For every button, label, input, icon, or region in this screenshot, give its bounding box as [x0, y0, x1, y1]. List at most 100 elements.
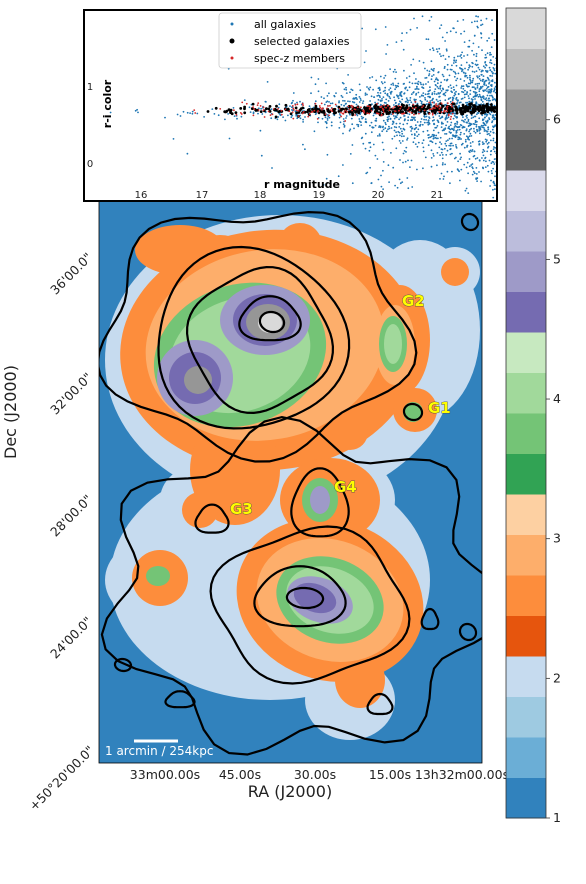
galaxy-point [437, 87, 440, 90]
galaxy-point [485, 115, 488, 117]
galaxy-point [473, 130, 475, 133]
galaxy-point [328, 101, 330, 103]
galaxy-point [429, 140, 432, 143]
galaxy-point [431, 141, 434, 144]
galaxy-point [387, 164, 390, 167]
selected-galaxy-point [314, 106, 317, 110]
galaxy-point [374, 154, 377, 157]
galaxy-point [481, 85, 484, 88]
galaxy-point [486, 143, 489, 145]
galaxy-point [416, 102, 419, 105]
galaxy-point [109, 111, 112, 114]
spec-z-member-point [353, 108, 356, 111]
galaxy-point [480, 180, 482, 183]
selected-galaxy-point [492, 109, 496, 113]
galaxy-point [326, 95, 329, 97]
galaxy-point [417, 128, 420, 131]
galaxy-point [416, 145, 419, 148]
galaxy-point [494, 188, 496, 191]
galaxy-point [437, 71, 440, 74]
galaxy-point [441, 163, 444, 166]
galaxy-point [406, 122, 409, 125]
selected-galaxy-point [243, 107, 246, 111]
galaxy-point [470, 127, 473, 130]
galaxy-point [458, 128, 461, 131]
galaxy-point [468, 66, 470, 69]
selected-galaxy-point [334, 111, 337, 114]
galaxy-point [345, 86, 347, 89]
galaxy-point [456, 126, 459, 128]
selected-galaxy-point [374, 110, 377, 113]
selected-galaxy-point [490, 109, 493, 112]
galaxy-point [474, 131, 477, 134]
galaxy-point [466, 144, 469, 147]
colorbar-segment [506, 170, 546, 211]
galaxy-point [500, 97, 502, 99]
galaxy-point [179, 115, 182, 117]
galaxy-point [390, 113, 393, 116]
galaxy-point [474, 88, 477, 90]
galaxy-point [396, 85, 399, 87]
galaxy-point [383, 81, 386, 84]
galaxy-point [491, 95, 494, 98]
galaxy-point [428, 74, 430, 77]
galaxy-point [439, 178, 441, 180]
galaxy-point [457, 136, 460, 139]
galaxy-point [473, 86, 475, 89]
selected-galaxy-point [354, 110, 357, 114]
colorbar-tick-label: 4 [553, 391, 561, 406]
galaxy-point [500, 162, 502, 164]
galaxy-point [475, 113, 478, 116]
selected-galaxy-point [411, 109, 415, 113]
galaxy-point [482, 118, 484, 121]
selected-galaxy-point [375, 107, 378, 111]
galaxy-point [360, 124, 363, 126]
galaxy-point [410, 101, 413, 104]
galaxy-point [456, 77, 459, 80]
galaxy-point [464, 67, 466, 70]
galaxy-point [257, 112, 259, 115]
selected-galaxy-point [441, 104, 444, 108]
galaxy-point [291, 114, 294, 117]
contour-line [100, 415, 482, 756]
galaxy-point [431, 75, 433, 77]
galaxy-point [453, 75, 456, 78]
galaxy-point [483, 128, 486, 131]
galaxy-point [434, 113, 437, 116]
galaxy-point [489, 61, 491, 64]
spec-z-member-point [267, 110, 270, 113]
galaxy-point [445, 124, 447, 127]
spec-z-member-point [351, 106, 354, 109]
galaxy-point [217, 114, 220, 117]
galaxy-point [428, 19, 431, 22]
galaxy-point [452, 105, 455, 108]
contour-line [164, 690, 196, 709]
galaxy-point [471, 81, 474, 84]
legend-marker [230, 22, 234, 26]
spec-z-member-point [269, 114, 272, 116]
galaxy-point [453, 56, 456, 59]
galaxy-point [352, 98, 355, 100]
galaxy-point [395, 126, 398, 129]
galaxy-point [424, 116, 426, 118]
spec-z-member-point [245, 102, 248, 105]
spec-z-member-point [291, 111, 294, 113]
selected-galaxy-point [214, 106, 218, 110]
galaxy-point [398, 178, 401, 181]
galaxy-point [482, 126, 485, 129]
selected-galaxy-point [414, 111, 418, 115]
galaxy-point [342, 123, 345, 126]
galaxy-point [360, 137, 363, 140]
galaxy-point [465, 129, 468, 132]
galaxy-point [402, 161, 404, 164]
spec-z-member-point [414, 106, 417, 109]
galaxy-point [499, 160, 501, 162]
galaxy-point [468, 64, 471, 66]
galaxy-point [381, 130, 384, 133]
galaxy-point [475, 102, 478, 104]
density-region [384, 324, 402, 364]
galaxy-point [492, 167, 494, 170]
galaxy-point [335, 92, 337, 94]
galaxy-point [502, 100, 504, 102]
galaxy-point [404, 160, 407, 163]
